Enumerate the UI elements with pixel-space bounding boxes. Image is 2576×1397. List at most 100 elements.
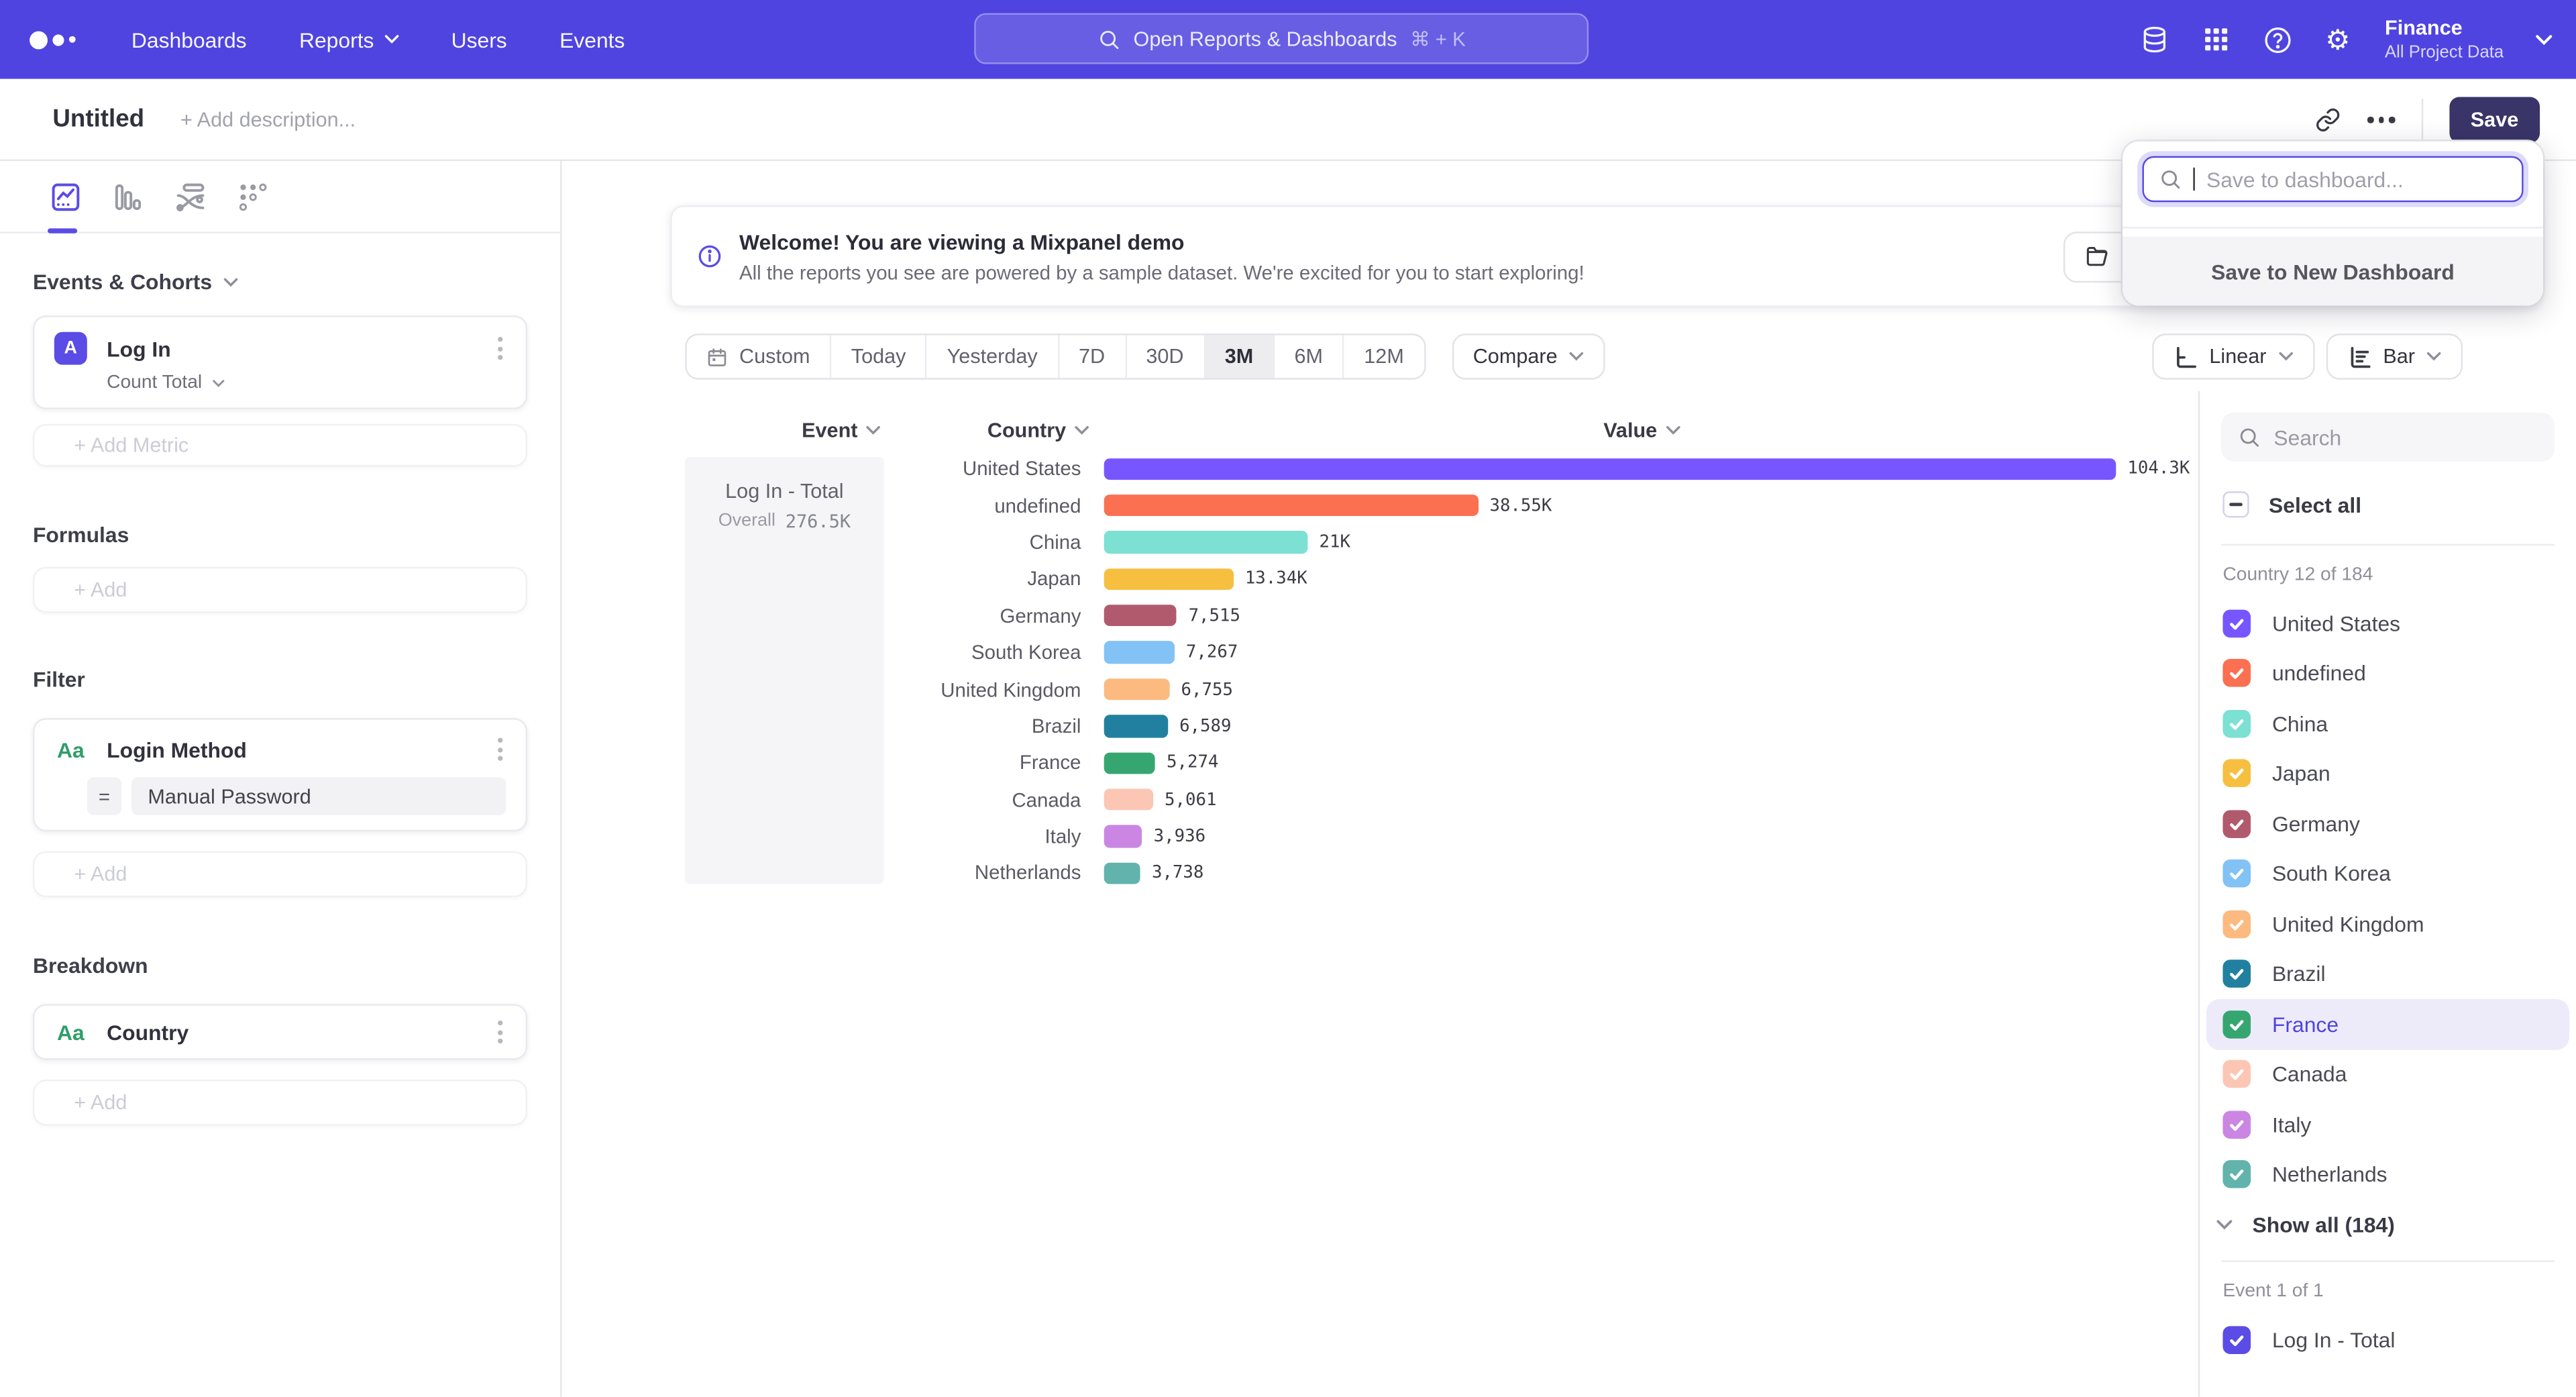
chevron-down-icon xyxy=(2426,352,2441,361)
events-section-label[interactable]: Events & Cohorts xyxy=(33,270,527,294)
event-checklist: Log In - Total xyxy=(2206,1314,2569,1365)
show-all-button[interactable]: Show all (184) xyxy=(2216,1200,2395,1249)
legend-item-united-kingdom[interactable]: United Kingdom xyxy=(2206,899,2569,949)
color-checkbox[interactable] xyxy=(2222,910,2251,938)
project-switcher[interactable]: Finance All Project Data xyxy=(2385,16,2504,63)
range-12m[interactable]: 12M xyxy=(1342,335,1424,378)
legend-item-label: United Kingdom xyxy=(2271,911,2424,937)
breakdown-property-name[interactable]: Country xyxy=(107,1019,189,1045)
bar-category-label: Germany xyxy=(1000,604,1081,627)
kebab-menu-icon[interactable] xyxy=(494,333,506,363)
more-menu-icon[interactable] xyxy=(2367,117,2396,123)
color-checkbox[interactable] xyxy=(2222,1060,2251,1088)
legend-item-japan[interactable]: Japan xyxy=(2206,749,2569,799)
color-checkbox[interactable] xyxy=(2222,1110,2251,1139)
color-checkbox[interactable] xyxy=(2222,659,2251,688)
add-metric-button[interactable]: + Add Metric xyxy=(32,423,528,467)
nav-reports[interactable]: Reports xyxy=(299,27,398,52)
color-checkbox[interactable] xyxy=(2222,960,2251,988)
legend-search-input[interactable]: Search xyxy=(2221,412,2555,462)
color-checkbox[interactable] xyxy=(2222,860,2251,888)
report-title[interactable]: Untitled xyxy=(52,105,145,134)
add-formula-button[interactable]: + Add xyxy=(32,566,528,613)
value-scale-button[interactable]: Linear xyxy=(2151,333,2314,380)
bar-category-label: Italy xyxy=(1044,825,1081,848)
legend-item-undefined[interactable]: undefined xyxy=(2206,648,2569,698)
color-checkbox[interactable] xyxy=(2222,709,2251,737)
legend-item-log-in---total[interactable]: Log In - Total xyxy=(2206,1314,2569,1365)
project-scope: All Project Data xyxy=(2384,43,2504,63)
range-custom[interactable]: Custom xyxy=(687,335,830,378)
legend-item-canada[interactable]: Canada xyxy=(2206,1049,2569,1100)
copy-link-icon[interactable] xyxy=(2315,107,2341,133)
chevron-down-icon[interactable] xyxy=(2535,34,2553,45)
nav-users[interactable]: Users xyxy=(451,27,507,52)
bar-chart-icon xyxy=(2350,346,2370,368)
filter-property-name[interactable]: Login Method xyxy=(107,737,247,762)
column-header-value[interactable]: Value xyxy=(1603,417,1680,444)
metric-card[interactable]: A Log In Count Total xyxy=(32,315,528,409)
column-header-event[interactable]: Event xyxy=(802,417,881,444)
range-yesterday[interactable]: Yesterday xyxy=(925,335,1057,378)
legend-item-france[interactable]: France xyxy=(2206,998,2570,1049)
divider xyxy=(2123,226,2544,229)
data-management-icon[interactable] xyxy=(2139,24,2171,56)
legend-item-germany[interactable]: Germany xyxy=(2206,798,2569,849)
select-all-row[interactable]: Select all xyxy=(2222,491,2361,518)
filter-operator-chip[interactable]: = xyxy=(87,777,122,815)
mixpanel-logo-icon[interactable] xyxy=(30,30,95,49)
nav-dashboards[interactable]: Dashboards xyxy=(131,27,247,52)
aggregation-dropdown[interactable]: Count Total xyxy=(107,373,506,393)
tab-retention[interactable] xyxy=(233,176,273,216)
breakdown-card[interactable]: Aa Country xyxy=(32,1004,528,1060)
tab-insights[interactable] xyxy=(46,176,86,216)
save-button[interactable]: Save xyxy=(2449,97,2540,144)
color-checkbox[interactable] xyxy=(2222,1325,2251,1354)
apps-grid-icon[interactable] xyxy=(2202,25,2232,54)
range-3m[interactable]: 3M xyxy=(1203,335,1273,378)
color-checkbox[interactable] xyxy=(2222,760,2251,788)
banner-title: Welcome! You are viewing a Mixpanel demo xyxy=(739,229,1185,254)
filter-card[interactable]: Aa Login Method = Manual Password xyxy=(32,718,528,832)
compare-button[interactable]: Compare xyxy=(1451,333,1605,380)
settings-gear-icon[interactable]: ⚙ xyxy=(2325,23,2351,56)
color-checkbox[interactable] xyxy=(2222,1160,2251,1189)
global-search-input[interactable]: Open Reports & Dashboards ⌘ + K xyxy=(974,13,1589,64)
chart-type-button[interactable]: Bar xyxy=(2325,333,2463,380)
tab-flows[interactable] xyxy=(171,176,211,216)
bar-row: France 5,274 xyxy=(884,745,2190,782)
range-7d[interactable]: 7D xyxy=(1057,335,1124,378)
help-icon[interactable] xyxy=(2263,24,2294,56)
filter-value-field[interactable]: Manual Password xyxy=(131,777,506,815)
add-breakdown-button[interactable]: + Add xyxy=(32,1079,528,1126)
add-description-button[interactable]: + Add description... xyxy=(180,107,356,131)
report-main-area: Welcome! You are viewing a Mixpanel demo… xyxy=(561,160,2576,1397)
bar-value-label: 3,936 xyxy=(1153,827,1206,847)
bar-segment xyxy=(1104,825,1142,848)
color-checkbox[interactable] xyxy=(2222,809,2251,838)
range-6m[interactable]: 6M xyxy=(1273,335,1343,378)
metric-name[interactable]: Log In xyxy=(107,335,171,361)
legend-item-italy[interactable]: Italy xyxy=(2206,1099,2569,1149)
column-header-country[interactable]: Country xyxy=(987,417,1089,444)
range-today[interactable]: Today xyxy=(829,335,926,378)
indeterminate-checkbox[interactable] xyxy=(2222,491,2249,518)
legend-item-china[interactable]: China xyxy=(2206,698,2569,749)
legend-item-south-korea[interactable]: South Korea xyxy=(2206,849,2569,899)
bar-value-label: 13.34K xyxy=(1244,569,1307,589)
add-filter-button[interactable]: + Add xyxy=(32,851,528,898)
legend-item-brazil[interactable]: Brazil xyxy=(2206,949,2569,999)
color-checkbox[interactable] xyxy=(2222,609,2251,637)
chevron-down-icon xyxy=(2278,352,2292,361)
bar-value-label: 38.55K xyxy=(1489,495,1552,515)
legend-item-united-states[interactable]: United States xyxy=(2206,598,2569,648)
color-checkbox[interactable] xyxy=(2222,1010,2251,1039)
save-to-new-dashboard-button[interactable]: Save to New Dashboard xyxy=(2123,236,2544,306)
kebab-menu-icon[interactable] xyxy=(494,1017,506,1047)
tab-funnels[interactable] xyxy=(109,176,148,216)
range-30d[interactable]: 30D xyxy=(1124,335,1203,378)
legend-item-netherlands[interactable]: Netherlands xyxy=(2206,1149,2569,1200)
save-dashboard-search-input[interactable]: Save to dashboard... xyxy=(2142,156,2524,203)
nav-events[interactable]: Events xyxy=(559,27,625,52)
kebab-menu-icon[interactable] xyxy=(494,735,506,764)
